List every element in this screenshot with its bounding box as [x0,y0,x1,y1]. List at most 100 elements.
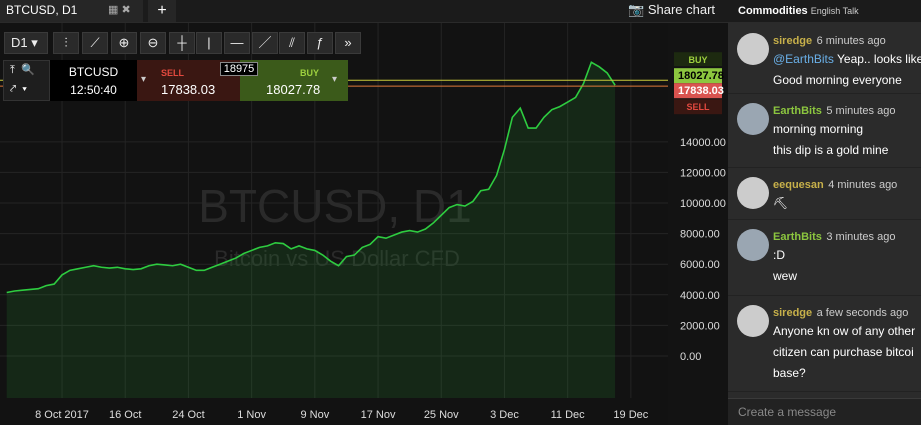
message-text: :D [773,248,785,262]
buy-tag-header [674,52,722,67]
message-text: Good morning everyone [773,73,902,87]
sell-tag-label: SELL [686,102,710,112]
message-text: Anyone kn ow of any other [773,324,916,338]
watermark-title: BTCUSD, D1 [198,180,471,232]
message-line: citizen can purchase bitcoi [773,342,921,363]
y-tick-label: 12000.00 [680,167,726,179]
timestamp: 6 minutes ago [816,35,886,47]
dropdown-arrow: ▾ [332,74,338,85]
tab-bar: BTCUSD, D1 ▦ ✖ + 📷 Share chart [0,0,728,23]
tool-button[interactable]: ⟋ [82,32,108,54]
buy-price: 18027.78 [266,82,321,97]
message-body: siredge 6 minutes ago @EarthBits Yeap.. l… [773,31,921,91]
message-text: citizen can purchase bitcoi [773,345,914,359]
x-tick-label: 24 Oct [172,409,204,421]
message-header: siredge 6 minutes ago [773,31,921,49]
y-tick-label: 10000.00 [680,198,726,210]
tool-button[interactable]: ⫶ [53,32,79,54]
message-header: eequesan 4 minutes ago [773,175,921,193]
x-tick-label: 3 Dec [490,409,519,421]
buy-tag-price: 18027.78 [678,70,724,82]
new-tab-button[interactable]: + [148,0,176,22]
avatar [737,305,769,337]
chat-room[interactable]: English Talk [810,6,859,16]
message-line: ⛏ [773,193,921,214]
dropdown-arrow: ▾ [141,74,147,85]
y-tick-label: 4000.00 [680,290,720,302]
quantity-box[interactable]: 18975 [220,62,258,76]
message-body: siredge a few seconds ago Anyone kn ow of… [773,303,921,384]
timestamp: 5 minutes ago [826,105,896,117]
chat-message: siredge a few seconds ago Anyone kn ow of… [728,295,921,392]
chat-title: Commodities [738,5,808,17]
symbol: BTCUSD [68,65,119,79]
ticket-icons[interactable]: ⤒ 🔍 ⤤ ▾ [3,60,50,101]
x-tick-label: 1 Nov [237,409,266,421]
message-line: Good morning everyone [773,70,921,91]
message-line: :D [773,245,921,266]
y-tick-label: 14000.00 [680,137,726,149]
avatar [737,177,769,209]
buy-button[interactable]: BUY 18027.78 ▾ [240,60,348,101]
tool-button[interactable]: — [224,32,250,54]
mention: @EarthBits [773,52,834,66]
y-tick-label: 8000.00 [680,229,720,241]
chat-message: EarthBits 5 minutes ago morning morning th… [728,93,921,168]
sell-price: 17838.03 [161,82,216,97]
area [6,62,616,399]
tab-icons[interactable]: ▦ ✖ [108,4,131,16]
chat-panel: Commodities English Talk siredge 6 minut… [728,0,921,425]
tool-button[interactable]: ⊖ [140,32,166,54]
timeframe-select[interactable]: D1 ▾ [4,32,48,54]
x-tick-label: 17 Nov [361,409,396,421]
tool-button[interactable]: ┼ [169,32,195,54]
message-header: EarthBits 3 minutes ago [773,227,921,245]
message-input[interactable]: Create a message [728,398,921,425]
ticket-symbol: BTCUSD 12:50:40 [50,60,137,101]
x-tick-label: 19 Dec [613,409,648,421]
avatar [737,229,769,261]
y-tick-label: 2000.00 [680,320,720,332]
message-header: siredge a few seconds ago [773,303,921,321]
message-line: this dip is a gold mine [773,140,921,161]
message-text: Yeap.. looks like [837,52,921,66]
username[interactable]: EarthBits [773,231,822,243]
message-line: base? [773,363,921,384]
message-body: EarthBits 3 minutes ago :D wew [773,227,921,287]
message-text: base? [773,366,806,380]
tab[interactable]: BTCUSD, D1 ▦ ✖ [0,0,143,22]
message-line: wew [773,266,921,287]
timestamp: a few seconds ago [816,307,909,319]
y-tick-label: 0.00 [680,351,701,363]
username[interactable]: eequesan [773,179,824,191]
username[interactable]: EarthBits [773,105,822,117]
message-body: EarthBits 5 minutes ago morning morning th… [773,101,921,161]
tool-button[interactable]: ⫽ [279,32,305,54]
username[interactable]: siredge [773,35,813,47]
clock: 12:50:40 [70,83,117,97]
tool-button[interactable]: » [335,32,361,54]
watermark-subtitle: Bitcoin vs US Dollar CFD [214,246,460,271]
buy-tag-label: BUY [688,55,707,65]
x-tick-label: 16 Oct [109,409,141,421]
tool-button[interactable]: ／ [252,32,278,54]
message-text: ⛏ [773,196,789,210]
sell-label: SELL [161,68,185,78]
message-line: morning morning [773,119,921,140]
message-line: Anyone kn ow of any other [773,321,921,342]
tool-button[interactable]: ƒ [307,32,333,54]
timeframe: D1 [11,35,28,50]
share-chart-button[interactable]: 📷 Share chart [628,2,716,17]
message-text: wew [773,269,798,283]
timestamp: 4 minutes ago [828,179,898,191]
tool-button[interactable]: | [196,32,222,54]
buy-tag [674,68,722,84]
chat-header: Commodities English Talk [728,0,921,22]
sell-tag [674,83,722,99]
share-label: Share chart [647,2,716,17]
avatar [737,33,769,65]
tool-button[interactable]: ⊕ [111,32,137,54]
x-tick-label: 9 Nov [300,409,329,421]
username[interactable]: siredge [773,307,813,319]
